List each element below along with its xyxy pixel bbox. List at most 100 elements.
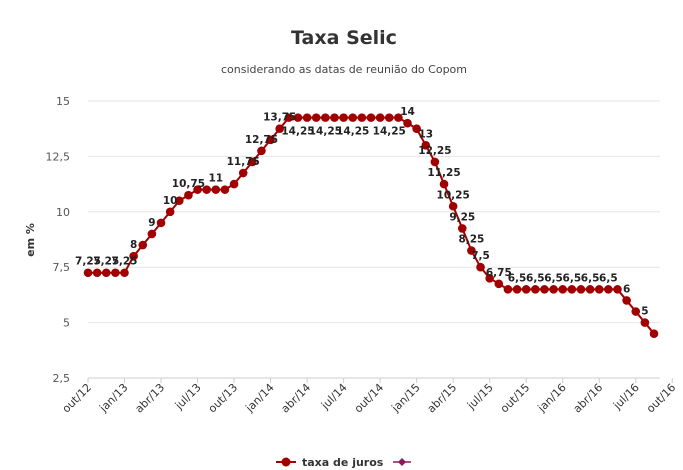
data-label: 14 — [400, 106, 415, 118]
data-label: 7,25 — [112, 256, 138, 268]
data-point[interactable] — [494, 279, 504, 289]
data-label: 14,25 — [281, 126, 314, 138]
data-label: 6,5 — [563, 272, 582, 284]
data-point[interactable] — [339, 113, 348, 122]
data-point[interactable] — [321, 113, 330, 122]
data-point[interactable] — [403, 118, 412, 128]
data-point[interactable] — [558, 285, 568, 294]
data-point[interactable] — [229, 179, 239, 189]
data-point[interactable] — [165, 207, 175, 217]
series-line-taxa-de-juros — [88, 116, 655, 335]
data-point[interactable] — [467, 246, 476, 255]
data-point[interactable] — [485, 273, 494, 283]
data-point[interactable] — [549, 285, 558, 294]
data-point[interactable] — [275, 124, 285, 133]
data-point[interactable] — [348, 113, 358, 122]
gridlines — [88, 100, 660, 379]
data-point[interactable] — [138, 240, 148, 250]
data-point[interactable] — [412, 124, 421, 133]
legend-item-second-series[interactable] — [393, 458, 411, 466]
data-point[interactable] — [101, 268, 111, 278]
data-point[interactable] — [366, 113, 376, 122]
data-point[interactable] — [430, 157, 440, 167]
data-point[interactable] — [384, 113, 394, 122]
data-point[interactable] — [220, 185, 230, 194]
data-point[interactable] — [357, 113, 367, 122]
data-point[interactable] — [622, 296, 631, 305]
data-point[interactable] — [567, 285, 577, 294]
data-point[interactable] — [613, 285, 622, 294]
legend-item-taxa-de-juros[interactable]: taxa de juros — [276, 456, 384, 469]
data-point[interactable] — [302, 113, 312, 122]
legend[interactable]: taxa de juros — [276, 456, 411, 469]
x-tick-label: abr/14 — [279, 381, 314, 416]
data-label: 6,5 — [544, 272, 563, 284]
data-label: 10,25 — [437, 189, 470, 201]
x-tick-label: out/12 — [60, 381, 94, 415]
data-point[interactable] — [521, 285, 531, 294]
data-label: 13,75 — [263, 112, 296, 124]
data-point[interactable] — [202, 185, 211, 194]
data-point[interactable] — [448, 201, 458, 211]
x-tick-label: abr/15 — [425, 381, 460, 416]
data-point[interactable] — [640, 318, 650, 327]
data-point[interactable] — [184, 190, 193, 200]
y-axis-label: em % — [24, 223, 37, 257]
data-point[interactable] — [394, 113, 403, 122]
data-label: 12,25 — [418, 145, 451, 157]
data-point[interactable] — [421, 141, 431, 150]
data-point[interactable] — [576, 285, 586, 294]
data-point[interactable] — [248, 157, 257, 167]
data-point[interactable] — [311, 113, 321, 122]
x-tick-label: abr/13 — [133, 381, 168, 416]
data-point[interactable] — [649, 329, 659, 338]
data-label: 11,75 — [227, 156, 260, 168]
data-point[interactable] — [375, 113, 385, 122]
x-tick-label: jan/15 — [388, 381, 422, 415]
y-tick-label: 2,5 — [53, 372, 71, 385]
data-point[interactable] — [120, 268, 129, 278]
data-point[interactable] — [540, 285, 549, 294]
data-label: 9,25 — [449, 211, 475, 223]
data-point[interactable] — [293, 113, 303, 122]
data-point[interactable] — [330, 113, 339, 122]
data-point[interactable] — [531, 285, 540, 294]
data-point[interactable] — [476, 262, 485, 272]
data-point[interactable] — [439, 179, 449, 189]
data-point[interactable] — [174, 196, 184, 206]
data-point[interactable] — [83, 268, 93, 278]
x-tick-label: jul/13 — [172, 381, 204, 413]
data-point[interactable] — [111, 268, 120, 278]
data-label: 11,25 — [427, 167, 460, 179]
data-point[interactable] — [512, 285, 522, 294]
data-label: 6,5 — [599, 272, 618, 284]
data-point[interactable] — [211, 185, 221, 194]
data-point[interactable] — [238, 168, 248, 178]
data-label: 6 — [623, 283, 630, 295]
x-tick-label: jul/15 — [464, 381, 496, 413]
x-tick-label: jul/14 — [318, 381, 350, 413]
chart-subtitle: considerando as datas de reunião do Copo… — [221, 63, 467, 76]
data-point[interactable] — [594, 285, 604, 294]
data-point[interactable] — [129, 251, 138, 261]
data-point[interactable] — [604, 285, 613, 294]
x-tick-label: abr/16 — [571, 381, 606, 416]
data-point[interactable] — [147, 229, 157, 239]
data-label: 8,25 — [458, 234, 484, 246]
data-label: 13 — [418, 128, 433, 140]
data-label: 12,75 — [245, 134, 278, 146]
data-point[interactable] — [257, 146, 266, 156]
data-point[interactable] — [284, 113, 294, 122]
data-point[interactable] — [503, 285, 513, 294]
x-tick-label: out/13 — [206, 381, 240, 415]
y-tick-label: 10 — [56, 206, 70, 219]
data-point[interactable] — [266, 135, 275, 145]
data-point[interactable] — [92, 268, 102, 278]
data-point[interactable] — [193, 185, 202, 194]
data-point[interactable] — [631, 307, 641, 316]
data-label: 14,25 — [309, 126, 342, 138]
data-point[interactable] — [457, 224, 467, 233]
data-point[interactable] — [156, 218, 166, 228]
data-point[interactable] — [585, 285, 595, 294]
